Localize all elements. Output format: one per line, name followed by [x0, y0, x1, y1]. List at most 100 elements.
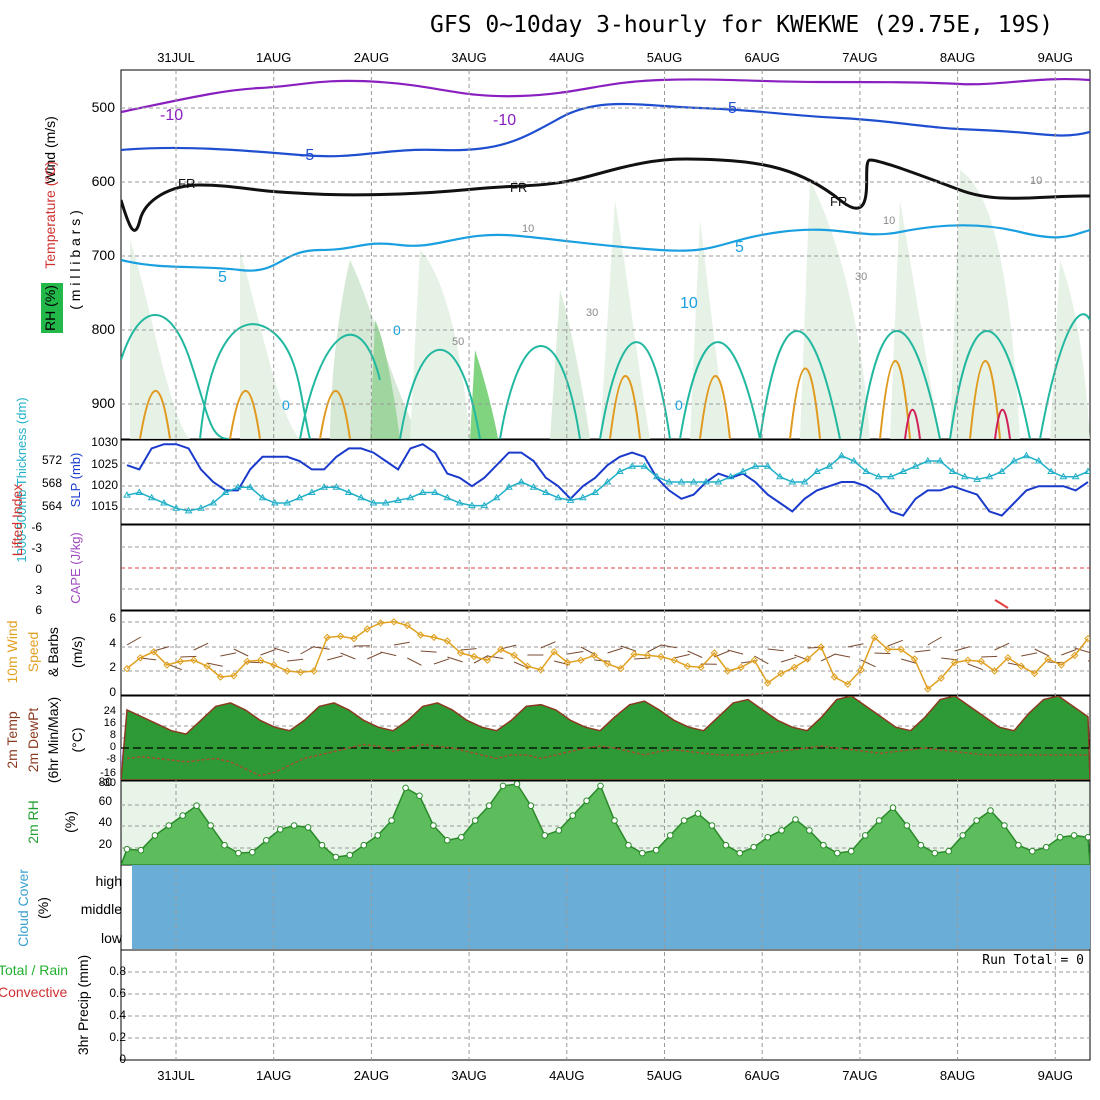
wind-marker — [1044, 655, 1052, 663]
rh-marker — [625, 841, 632, 849]
rh-marker — [875, 817, 883, 824]
dewpoint-line — [126, 743, 1088, 777]
wind-barb — [607, 647, 623, 654]
thickness-marker — [160, 499, 168, 506]
thickness-marker — [862, 467, 871, 474]
wind-marker — [243, 657, 251, 666]
wind-marker — [603, 660, 612, 668]
wind-marker — [924, 685, 932, 693]
wind-marker — [363, 625, 371, 633]
rh-marker — [1015, 841, 1022, 849]
precip-labels: 0.8 0.6 0.4 0.2 0 Total / Rain Convectiv… — [0, 953, 1084, 1066]
date-label-top: 5AUG — [647, 50, 682, 65]
wind-marker — [844, 680, 852, 688]
temp2m-label-3: (6hr Min/Max) — [45, 697, 61, 783]
wind-barb — [433, 658, 450, 665]
wind-barb — [233, 648, 249, 657]
contour-label: -10 — [160, 107, 183, 124]
date-label-bottom: 9AUG — [1038, 1068, 1073, 1083]
contour-temp-5 — [121, 224, 1090, 272]
rh-marker — [416, 792, 423, 800]
li-tick: 3 — [35, 583, 42, 597]
contour-label: 0 — [393, 322, 401, 338]
temp-tick: -16 — [100, 767, 116, 779]
wind-marker — [643, 651, 652, 660]
temp-area-fill — [121, 696, 1090, 780]
thickness-marker — [788, 478, 797, 485]
thickness-marker — [702, 478, 710, 485]
wind-marker — [136, 654, 145, 662]
wind-marker — [630, 650, 638, 658]
wind-barb — [420, 650, 437, 653]
rh-marker — [889, 804, 897, 812]
rh-marker — [179, 812, 186, 819]
thickness-marker — [320, 483, 329, 490]
cloud-level-low: low — [101, 930, 123, 946]
precip-tick: 0.6 — [109, 986, 126, 1000]
wind-marker — [216, 673, 225, 681]
thickness-marker — [1022, 451, 1031, 459]
thickness-marker — [665, 478, 673, 485]
rh-marker — [513, 781, 521, 788]
rh-marker — [165, 822, 173, 829]
thickness-marker — [640, 462, 649, 469]
cloud-level-high: high — [96, 873, 122, 889]
wind-barb — [954, 646, 971, 652]
precip-tick: 0.8 — [109, 964, 126, 978]
rh-tick: 20 — [99, 837, 113, 851]
wind-barb — [340, 652, 356, 660]
wind-marker — [737, 663, 745, 672]
rh2m-labels: 80 60 40 20 2m RH (%) — [25, 775, 112, 851]
thickness-marker — [332, 483, 341, 490]
rh-marker — [137, 846, 145, 854]
wind-barb — [460, 648, 477, 651]
rh2m-unit: (%) — [62, 811, 78, 833]
wind10m-labels: 6 4 2 0 10m Wind Speed & Barbs (m/s) — [4, 611, 116, 699]
rh-marker — [1001, 822, 1008, 829]
wind-barb — [553, 660, 570, 666]
thickness-marker — [529, 483, 538, 490]
rh-marker — [750, 843, 758, 851]
thickness-marker — [997, 467, 1006, 474]
wind-marker — [510, 651, 518, 660]
thickness-marker — [369, 499, 378, 506]
rh-marker — [652, 846, 660, 854]
thickness-marker — [874, 472, 883, 480]
li-tick: 0 — [35, 562, 42, 576]
contour-label: 10 — [883, 215, 895, 227]
slp-tick: 1025 — [91, 457, 118, 471]
thickness-marker — [344, 488, 353, 495]
wind-marker — [390, 618, 398, 626]
wind-marker — [763, 679, 772, 687]
rh-marker — [221, 841, 228, 849]
wind-marker — [937, 674, 945, 682]
wind-marker — [1070, 651, 1079, 660]
wind-barb — [487, 655, 504, 659]
temp-tick: 24 — [104, 705, 116, 717]
wind-marker — [1030, 669, 1039, 678]
wind-marker — [256, 656, 265, 664]
rh-tick: 40 — [99, 815, 113, 829]
rh-marker — [527, 802, 535, 810]
rh-marker — [1070, 832, 1078, 839]
wind-barb — [914, 649, 931, 653]
thickness-marker — [246, 483, 255, 490]
li-tick: -6 — [31, 520, 42, 534]
thickness-marker — [1047, 467, 1055, 474]
rh-marker — [639, 849, 646, 857]
wind-marker — [990, 667, 999, 675]
contour-label: 30 — [586, 307, 598, 319]
temp-tick: -8 — [106, 753, 116, 765]
cloud-level-middle: middle — [81, 901, 122, 917]
rh-marker — [792, 816, 799, 823]
slp-tick: 1015 — [91, 499, 118, 513]
wind-barb — [407, 657, 422, 666]
thickness-marker — [492, 493, 501, 501]
wind-barb — [367, 652, 383, 660]
rh-marker — [1029, 847, 1036, 855]
thickness-marker — [714, 478, 723, 485]
date-label-bottom: 5AUG — [647, 1068, 682, 1083]
wind-barb — [193, 642, 209, 651]
thickness-tick: 568 — [42, 476, 62, 490]
rh-marker — [736, 849, 744, 857]
